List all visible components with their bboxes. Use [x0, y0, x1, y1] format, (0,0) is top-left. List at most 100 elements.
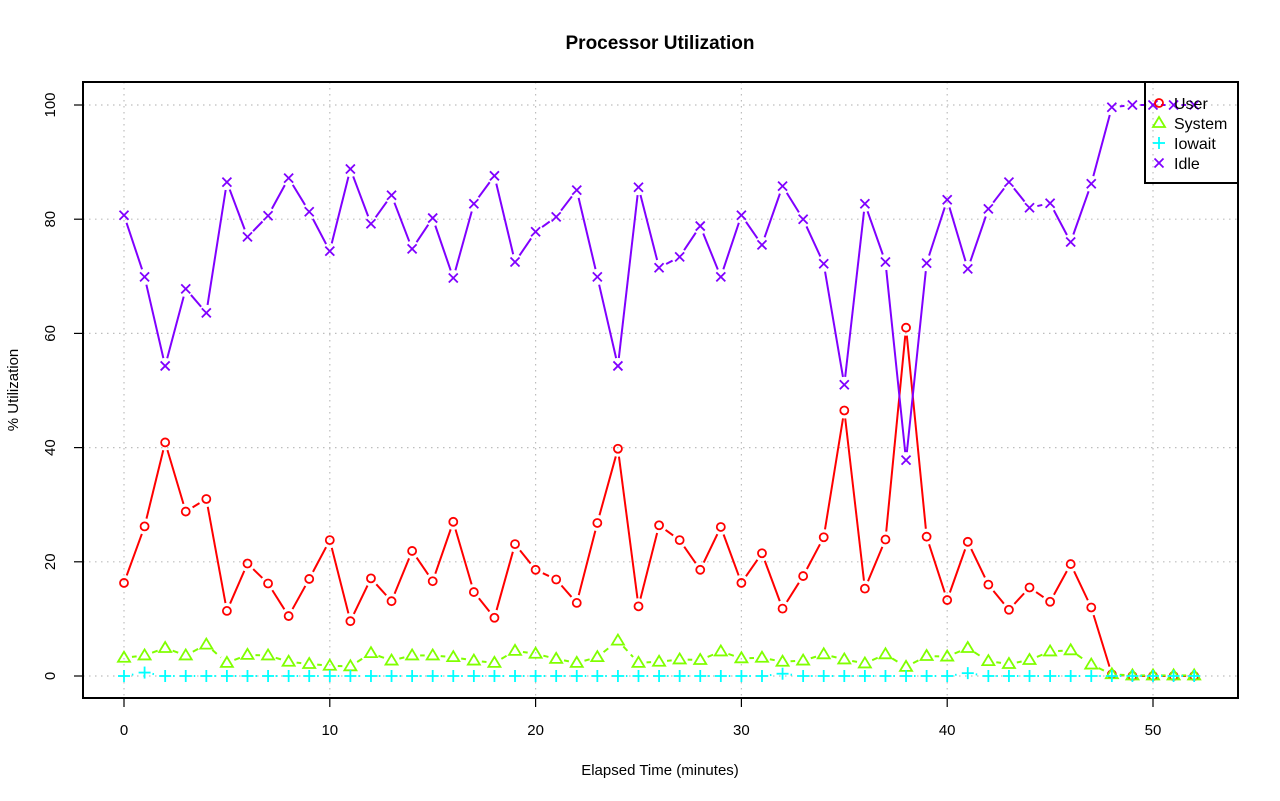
- idle-data-point: [695, 220, 706, 232]
- system-line-segment: [399, 656, 405, 660]
- iowait-data-point: [159, 670, 172, 682]
- system-line-segment: [707, 653, 714, 658]
- cross-marker-b: [1086, 178, 1097, 189]
- idle-data-point: [839, 379, 850, 390]
- circle-marker: [345, 616, 356, 627]
- system-line-segment: [666, 659, 672, 662]
- circle-marker: [901, 322, 911, 333]
- iowait-data-point: [1064, 670, 1077, 682]
- x-axis: 0 10 20 30 40 50: [120, 697, 1161, 739]
- idle-line-segment: [683, 232, 697, 251]
- series-iowait: [118, 666, 1201, 682]
- user-line-segment: [478, 597, 491, 613]
- user-line-segment: [639, 532, 659, 599]
- system-line-segment: [996, 661, 1002, 664]
- iowait-data-point: [735, 670, 748, 682]
- iowait-data-point: [364, 670, 377, 682]
- triangle-marker: [857, 655, 873, 669]
- system-data-point: [342, 658, 358, 672]
- cross-marker-b: [551, 211, 562, 223]
- idle-data-point: [1189, 99, 1200, 111]
- iowait-data-point: [303, 670, 316, 682]
- cross-marker-b: [365, 218, 377, 229]
- idle-data-point: [345, 163, 356, 175]
- circle-marker: [613, 443, 623, 454]
- triangle-marker: [322, 657, 338, 671]
- y-axis: 0 20 40 60 80 100: [42, 92, 83, 680]
- triangle-marker: [1151, 115, 1167, 128]
- y-tick-label: 80: [42, 211, 59, 228]
- user-line-segment: [745, 559, 759, 577]
- idle-line-segment: [560, 195, 573, 212]
- system-data-point: [1001, 656, 1017, 669]
- user-data-point: [283, 611, 294, 621]
- idle-line-segment: [415, 224, 430, 243]
- system-data-point: [754, 649, 770, 663]
- idle-line-segment: [330, 176, 350, 244]
- idle-line-segment: [665, 259, 674, 265]
- triangle-marker: [569, 655, 585, 668]
- cross-marker-b: [324, 246, 335, 257]
- user-line-segment: [617, 456, 639, 599]
- idle-data-point: [201, 307, 212, 318]
- idle-line-segment: [577, 197, 597, 270]
- user-data-point: [757, 548, 767, 559]
- iowait-data-point: [1023, 670, 1036, 682]
- user-line-segment: [252, 568, 264, 579]
- triangle-marker: [1083, 656, 1099, 670]
- system-line-segment: [378, 654, 385, 659]
- user-line-segment: [948, 549, 967, 593]
- idle-line-segment: [434, 225, 452, 271]
- circle-marker: [386, 596, 397, 607]
- user-data-point: [798, 571, 809, 581]
- system-data-point: [816, 646, 832, 660]
- cross-marker-b: [1189, 99, 1200, 111]
- iowait-line-segment: [975, 673, 981, 676]
- triangle-marker: [219, 655, 235, 668]
- circle-marker: [633, 601, 644, 612]
- triangle-marker: [548, 651, 564, 664]
- user-line-segment: [375, 583, 387, 596]
- circle-marker: [1086, 602, 1097, 613]
- system-line-segment: [871, 656, 879, 662]
- cross-marker-b: [798, 214, 809, 225]
- system-data-point: [733, 650, 749, 664]
- idle-data-point: [1086, 178, 1097, 189]
- series-user: [119, 322, 1200, 681]
- user-data-point: [962, 536, 973, 547]
- x-tick-label: 20: [527, 722, 544, 739]
- cross-marker-b: [653, 262, 665, 273]
- triangle-marker: [980, 653, 996, 667]
- cross-marker-b: [1024, 202, 1035, 213]
- idle-line-segment: [1092, 114, 1111, 177]
- cross-marker-b: [839, 379, 850, 390]
- iowait-data-point: [1002, 670, 1015, 682]
- system-line-segment: [522, 650, 528, 654]
- idle-data-point: [427, 212, 438, 224]
- iowait-data-point: [550, 670, 563, 682]
- y-tick-label: 40: [42, 439, 59, 456]
- idle-line-segment: [1013, 187, 1026, 203]
- iowait-data-point: [200, 670, 213, 682]
- triangle-marker: [486, 655, 503, 668]
- user-line-segment: [519, 549, 532, 565]
- cross-marker-b: [983, 203, 994, 215]
- iowait-data-point: [591, 670, 604, 682]
- user-line-segment: [495, 551, 514, 611]
- iowait-data-point: [714, 670, 727, 682]
- triangle-marker: [960, 640, 976, 653]
- x-tick-label: 0: [120, 722, 128, 739]
- circle-marker: [777, 603, 788, 614]
- user-data-point: [592, 518, 603, 528]
- circle-marker: [366, 573, 376, 584]
- system-data-point: [445, 649, 461, 663]
- idle-line-segment: [252, 220, 264, 232]
- user-line-segment: [560, 584, 573, 598]
- idle-line-segment: [125, 222, 143, 270]
- iowait-data-point: [858, 670, 871, 682]
- idle-data-point: [283, 172, 294, 184]
- circle-marker: [674, 535, 685, 546]
- triangle-marker: [528, 645, 544, 659]
- user-line-segment: [454, 529, 473, 585]
- idle-data-point: [468, 198, 479, 209]
